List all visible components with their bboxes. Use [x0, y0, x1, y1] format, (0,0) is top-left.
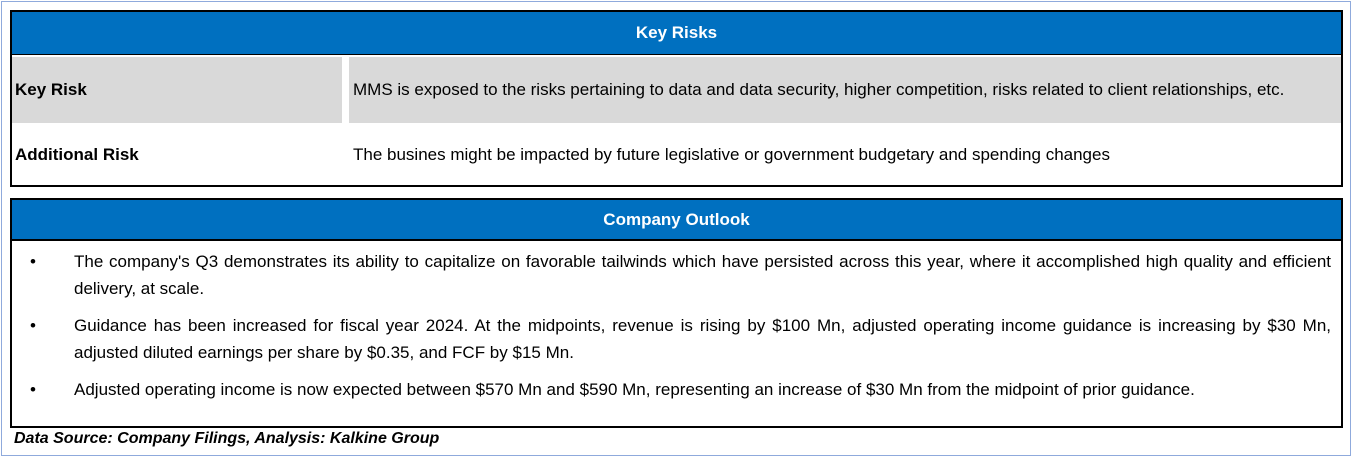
bullet-icon: • — [30, 252, 36, 271]
key-risks-table: Key Risks Key Risk MMS is exposed to the… — [10, 10, 1343, 187]
risk-label: Additional Risk — [12, 125, 342, 185]
list-item: • Adjusted operating income is now expec… — [12, 376, 1331, 403]
risk-label: Key Risk — [12, 57, 342, 123]
bullet-icon: • — [30, 316, 36, 335]
risk-description: The busines might be impacted by future … — [349, 125, 1341, 185]
company-outlook-header: Company Outlook — [12, 200, 1341, 241]
company-outlook-box: Company Outlook • The company's Q3 demon… — [10, 198, 1343, 428]
list-item: • Guidance has been increased for fiscal… — [12, 312, 1331, 366]
outlook-bullet-list: • The company's Q3 demonstrates its abil… — [12, 241, 1341, 403]
bullet-icon: • — [30, 380, 36, 399]
list-item: • The company's Q3 demonstrates its abil… — [12, 248, 1331, 302]
risk-row-additional: Additional Risk The busines might be imp… — [12, 125, 1341, 185]
risk-row-key: Key Risk MMS is exposed to the risks per… — [12, 57, 1341, 123]
bullet-text: Adjusted operating income is now expecte… — [74, 380, 1195, 399]
key-risks-header: Key Risks — [12, 12, 1341, 55]
risk-description: MMS is exposed to the risks pertaining t… — [349, 57, 1341, 123]
bullet-text: Guidance has been increased for fiscal y… — [74, 316, 1331, 362]
data-source-note: Data Source: Company Filings, Analysis: … — [14, 430, 440, 447]
bullet-text: The company's Q3 demonstrates its abilit… — [74, 252, 1331, 298]
